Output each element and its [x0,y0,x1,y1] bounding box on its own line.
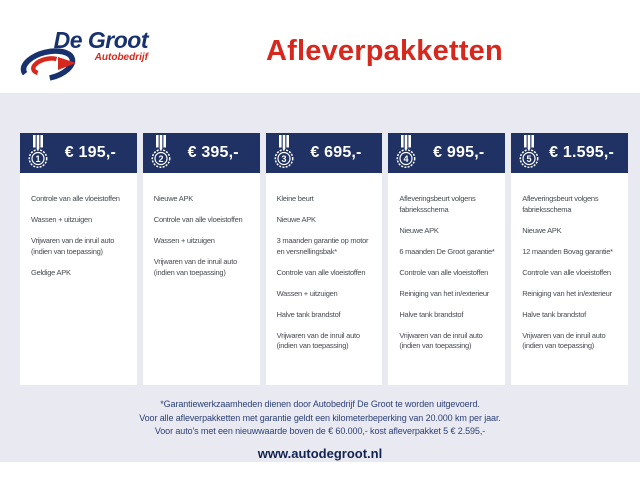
medal-icon: 3 [274,135,294,168]
package-item: 12 maanden Bovag garantie* [522,246,613,256]
brand-text: De Groot Autobedrijf [44,27,149,63]
package-card-header: 4 € 995,- [388,133,506,173]
package-item: Vrijwaren van de inruil auto (indien van… [31,236,115,256]
package-item: Halve tank brandstof [399,309,464,319]
package-item: 3 maanden garantie op motor en versnelli… [276,236,369,256]
package-item: Wassen + uitzuigen [31,215,92,224]
brand-subtitle: Autobedrijf [94,52,148,63]
package-item-list: Controle van alle vloeistoffen Wassen + u… [20,173,137,289]
package-number: 5 [527,154,532,164]
website-link[interactable]: www.autodegroot.nl [257,445,383,461]
medal-icon: 4 [396,135,416,168]
package-item: Geldige APK [31,267,71,277]
package-item: Nieuwe APK [276,215,316,224]
package-card-header: 1 € 195,- [20,133,137,173]
package-price: € 195,- [64,144,116,161]
page-header: De Groot Autobedrijf Afleverpakketten [0,0,640,93]
brand-logo: De Groot Autobedrijf [18,26,150,88]
package-card-header: 3 € 695,- [265,133,383,173]
medal-icon: 2 [151,135,171,168]
brand-name: De Groot [53,27,149,53]
package-item-list: Afleveringsbeurt volgens fabrieksschema N… [511,173,628,362]
package-item: Controle van alle vloeistoffen [153,215,243,224]
package-price: € 695,- [310,144,362,161]
brand-swoosh-icon [20,48,76,82]
package-item: Reiniging van het in/exterieur [399,288,490,298]
package-item: Afleveringsbeurt volgens fabrieksschema [399,194,476,214]
package-item: Kleine beurt [276,194,314,203]
package-item-list: Kleine beurt Nieuwe APK 3 maanden garantie… [266,173,383,362]
medal-icon: 5 [519,135,539,168]
package-item: Controle van alle vloeistoffen [276,267,366,277]
medal-icon: 1 [28,135,48,168]
package-item: Afleveringsbeurt volgens fabrieksschema [522,194,599,214]
package-price: € 395,- [187,144,239,161]
package-card: 2 € 395,- Nieuwe APK Controle van alle vl… [142,133,260,385]
package-item: 6 maanden De Groot garantie* [399,246,495,256]
package-cards: 1 € 195,- Controle van alle vloeistoffen… [20,133,628,385]
package-number: 2 [158,154,163,164]
package-item: Nieuwe APK [522,225,562,235]
footnotes: *Garantiewerkzaamheden dienen door Autob… [0,398,640,439]
package-item: Vrijwaren van de inruil auto (indien van… [153,257,237,277]
package-item: Controle van alle vloeistoffen [31,194,120,203]
package-card: 3 € 695,- Kleine beurt Nieuwe APK 3 maande… [265,133,383,385]
package-item: Nieuwe APK [399,225,439,235]
package-item: Wassen + uitzuigen [153,236,215,245]
package-price: € 995,- [433,144,485,161]
package-item: Wassen + uitzuigen [276,288,338,298]
package-item: Controle van alle vloeistoffen [399,267,489,277]
footnote-line: Voor alle afleverpakketten met garantie … [139,412,501,423]
package-item-list: Afleveringsbeurt volgens fabrieksschema N… [388,173,505,362]
package-number: 4 [404,154,409,164]
package-item: Nieuwe APK [153,194,193,203]
package-item: Controle van alle vloeistoffen [522,267,611,277]
package-number: 3 [281,154,286,164]
content-band: 1 € 195,- Controle van alle vloeistoffen… [0,93,640,462]
package-card-header: 5 € 1.595,- [511,133,628,173]
package-item: Vrijwaren van de inruil auto (indien van… [399,330,483,351]
package-number: 1 [35,154,40,164]
package-price: € 1.595,- [549,144,615,161]
footnote-line: *Garantiewerkzaamheden dienen door Autob… [160,399,480,409]
package-card: 1 € 195,- Controle van alle vloeistoffen… [20,133,137,385]
package-card: 5 € 1.595,- Afleveringsbeurt volgens fab… [511,133,628,385]
package-item: Halve tank brandstof [522,309,586,319]
package-item-list: Nieuwe APK Controle van alle vloeistoffen… [143,173,260,289]
page-title: Afleverpakketten [266,35,503,67]
package-card: 4 € 995,- Afleveringsbeurt volgens fabri… [388,133,506,385]
package-item: Vrijwaren van de inruil auto (indien van… [276,330,360,351]
package-card-header: 2 € 395,- [142,133,260,173]
package-item: Halve tank brandstof [276,309,341,319]
package-item: Reiniging van het in/exterieur [522,288,612,298]
footnote-line: Voor auto's met een nieuwwaarde boven de… [154,426,486,436]
package-item: Vrijwaren van de inruil auto (indien van… [522,330,606,351]
